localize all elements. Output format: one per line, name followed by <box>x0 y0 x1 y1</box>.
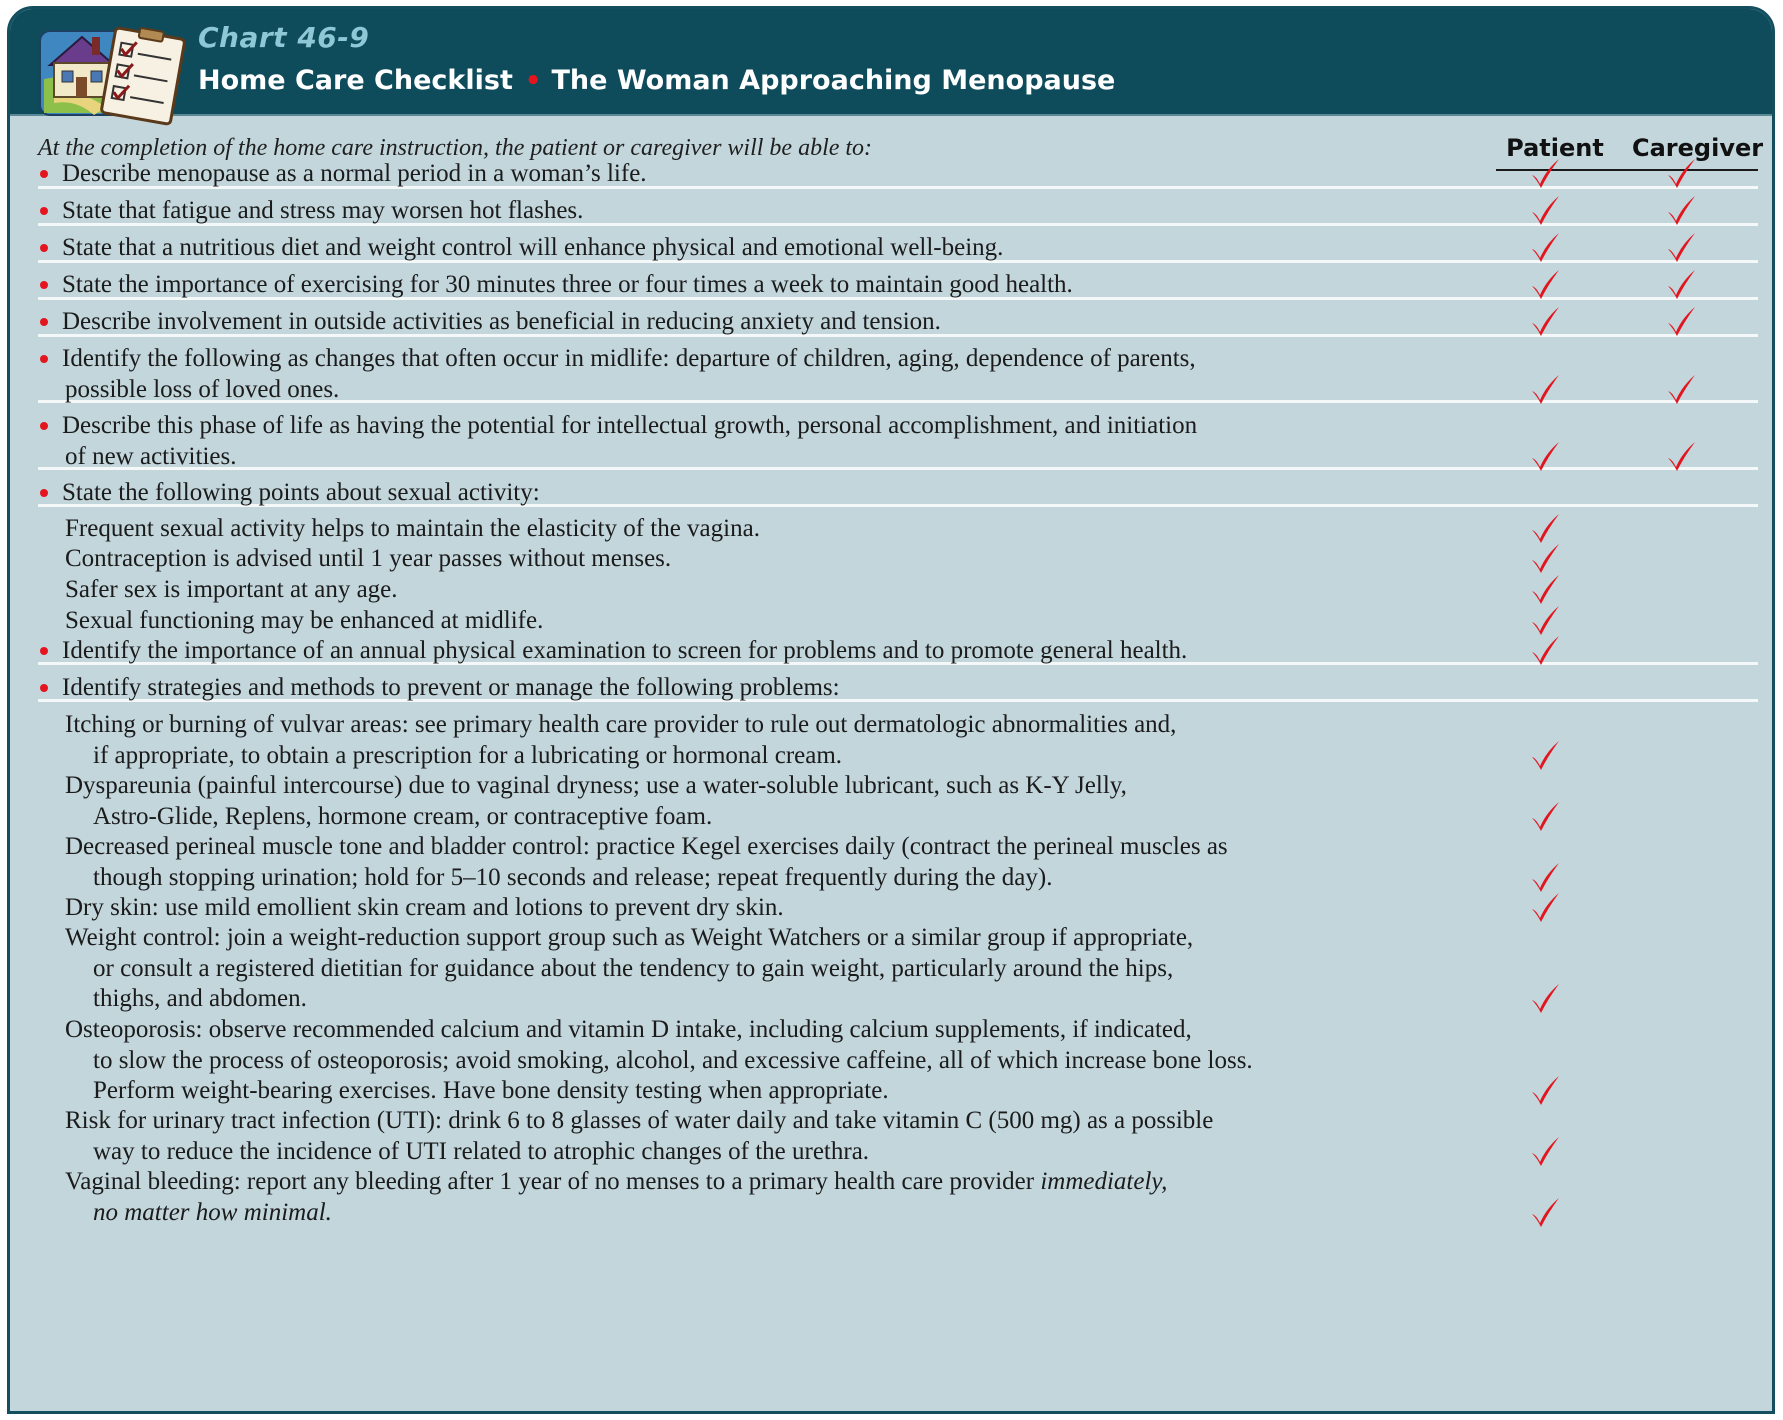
house-icon <box>39 26 186 126</box>
checklist-item-line: State that fatigue and stress may worsen… <box>62 197 584 224</box>
row-divider <box>38 504 1758 507</box>
sub-item-line: Weight control: join a weight-reduction … <box>65 924 1194 951</box>
caregiver-check-icon <box>1668 159 1695 188</box>
patient-check-icon <box>1532 544 1559 573</box>
sub-item-line: Dry skin: use mild emollient skin cream … <box>65 894 784 921</box>
checklist-item-line: Identify the importance of an annual phy… <box>62 637 1188 664</box>
patient-check-icon <box>1532 862 1559 892</box>
sub-item-line: to slow the process of osteoporosis; avo… <box>93 1046 1253 1074</box>
sub-item-line: Itching or burning of vulvar areas: see … <box>65 711 1177 738</box>
caregiver-check-icon <box>1668 196 1695 225</box>
checklist-item-line: Describe this phase of life as having th… <box>62 412 1198 439</box>
row-divider <box>38 223 1758 226</box>
bullet-icon <box>40 244 48 252</box>
caregiver-check-icon <box>1668 233 1695 262</box>
chart-header: Chart 46-9 Home Care Checklist • The Woman… <box>10 9 1772 126</box>
patient-check-icon <box>1532 159 1559 188</box>
patient-check-icon <box>1532 606 1559 635</box>
emphasis-text: immediately, <box>1034 1168 1168 1195</box>
column-header-caregiver: Caregiver <box>1632 134 1764 162</box>
patient-check-icon <box>1532 196 1559 225</box>
clipboard-icon <box>100 26 186 126</box>
bullet-icon <box>40 318 48 326</box>
sub-item-line: Contraception is advised until 1 year pa… <box>65 545 672 572</box>
sub-item-line: or consult a registered dietitian for gu… <box>93 954 1174 982</box>
sub-item-line: Risk for urinary tract infection (UTI): … <box>65 1107 1214 1134</box>
checklist-item-line: Describe involvement in outside activiti… <box>62 308 941 335</box>
patient-check-icon <box>1532 1136 1559 1166</box>
bullet-icon <box>40 489 48 497</box>
checklist-item-line: of new activities. <box>65 442 237 470</box>
checklist-item-line: State the following points about sexual … <box>62 479 540 506</box>
chart-number: Chart 46-9 <box>198 21 370 54</box>
patient-check-icon <box>1532 1197 1559 1227</box>
intro-text: At the completion of the home care instr… <box>38 135 873 161</box>
patient-check-icon <box>1532 801 1559 831</box>
row-divider <box>38 186 1758 189</box>
bullet-icon <box>40 355 48 363</box>
sub-item-line: if appropriate, to obtain a prescription… <box>93 741 843 769</box>
chart-title: Home Care Checklist • The Woman Approachin… <box>198 65 1115 96</box>
patient-check-icon <box>1532 514 1559 543</box>
checklist-item-line: State that a nutritious diet and weight … <box>62 234 1004 261</box>
bullet-icon <box>40 647 48 655</box>
bullet-icon <box>40 207 48 215</box>
sub-item-line: Frequent sexual activity helps to mainta… <box>65 515 760 542</box>
checklist-item-line: Identify strategies and methods to preve… <box>62 674 840 701</box>
column-header-rule <box>1496 169 1758 171</box>
checklist-item-line: Describe menopause as a normal period in… <box>62 160 647 187</box>
caregiver-check-icon <box>1668 270 1695 299</box>
checklist-item-line: possible loss of loved ones. <box>65 375 340 403</box>
sub-item-line: Sexual functioning may be enhanced at mi… <box>65 607 544 634</box>
patient-check-icon <box>1532 575 1559 604</box>
column-header-patient: Patient <box>1506 134 1604 162</box>
patient-check-icon <box>1532 893 1559 922</box>
patient-check-icon <box>1532 1076 1559 1105</box>
patient-check-icon <box>1532 984 1559 1013</box>
caregiver-check-icon <box>1668 374 1695 404</box>
row-divider <box>38 334 1758 337</box>
row-divider <box>38 699 1758 702</box>
row-divider <box>38 467 1758 470</box>
bullet-icon <box>40 170 48 178</box>
patient-check-icon <box>1532 307 1559 336</box>
topic-title: The Woman Approaching Menopause <box>551 65 1116 96</box>
checklist-item-line: Identify the following as changes that o… <box>62 345 1196 372</box>
title-separator: • <box>524 66 542 96</box>
sub-item-line: no matter how minimal. <box>93 1198 332 1226</box>
sub-item-line: Safer sex is important at any age. <box>65 576 398 603</box>
caregiver-check-icon <box>1668 441 1695 471</box>
checklist-label: Home Care Checklist <box>198 65 513 96</box>
sub-item-line: though stopping urination; hold for 5–10… <box>93 863 1053 891</box>
checklist-item-line: State the importance of exercising for 3… <box>62 271 1073 298</box>
sub-item-line: Osteoporosis: observe recommended calciu… <box>65 1016 1192 1043</box>
patient-check-icon <box>1532 233 1559 262</box>
patient-check-icon <box>1532 740 1559 770</box>
sub-item-line: Dyspareunia (painful intercourse) due to… <box>65 772 1127 799</box>
bullet-icon <box>40 684 48 692</box>
sub-item-line: Astro-Glide, Replens, hormone cream, or … <box>93 802 713 830</box>
row-divider <box>38 297 1758 300</box>
patient-check-icon <box>1532 270 1559 299</box>
patient-check-icon <box>1532 374 1559 404</box>
bullet-icon <box>40 281 48 289</box>
caregiver-check-icon <box>1668 307 1695 336</box>
row-divider <box>38 662 1758 665</box>
sub-item-line: thighs, and abdomen. <box>93 985 307 1012</box>
patient-check-icon <box>1532 441 1559 471</box>
sub-item-line: Vaginal bleeding: report any bleeding af… <box>65 1168 1168 1195</box>
home-care-checklist-panel: Chart 46-9 Home Care Checklist • The Woman… <box>7 6 1775 1414</box>
bullet-icon <box>40 422 48 430</box>
row-divider <box>38 260 1758 263</box>
row-divider <box>38 400 1758 403</box>
sub-item-line: Decreased perineal muscle tone and bladd… <box>65 833 1228 860</box>
patient-check-icon <box>1532 636 1559 665</box>
sub-item-line: way to reduce the incidence of UTI relat… <box>93 1137 870 1165</box>
sub-item-line: Perform weight-bearing exercises. Have b… <box>93 1077 889 1104</box>
